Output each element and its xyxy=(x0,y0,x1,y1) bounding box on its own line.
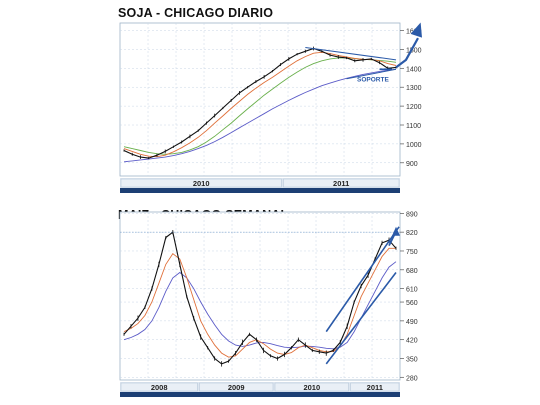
time-axis-label: 2008 xyxy=(151,383,168,392)
y-tick-label: 1400 xyxy=(406,66,422,73)
y-tick-label: 1100 xyxy=(406,123,421,130)
up-arrow-head-icon xyxy=(410,22,423,38)
channel-upper-line xyxy=(325,226,400,333)
series-line-price xyxy=(123,231,397,365)
time-axis-segment xyxy=(350,382,400,392)
time-axis-segment xyxy=(199,382,274,392)
time-axis-segment xyxy=(283,178,400,188)
y-tick-label: 1200 xyxy=(406,104,422,111)
time-axis-bar xyxy=(120,392,400,397)
soja-chart: 900100011001200130014001500160020102011S… xyxy=(119,22,423,193)
time-axis-segment xyxy=(120,178,282,188)
y-tick-label: 350 xyxy=(406,356,418,363)
time-axis-label: 2009 xyxy=(228,383,245,392)
series-line-price xyxy=(123,47,397,159)
time-axis-segment xyxy=(120,382,198,392)
soporte-label: SOPORTE xyxy=(357,77,389,84)
soja-panel: SOJA - CHICAGO DIARIO 900 1000 1100 1200 130… xyxy=(0,0,540,200)
series-line-ma_short xyxy=(123,51,397,158)
soja-chart-title: SOJA - CHICAGO DIARIO xyxy=(118,6,274,20)
y-tick-label: 610 xyxy=(406,287,418,294)
time-axis-segment xyxy=(274,382,349,392)
y-tick-label: 890 xyxy=(406,211,418,218)
y-tick-label: 420 xyxy=(406,338,418,345)
series-line-ma_long xyxy=(123,261,397,350)
time-axis-label: 2010 xyxy=(303,383,320,392)
maiz-chart: 280 350 420 490 560 610 680 750 820 890 2008 2009 20… xyxy=(119,211,418,397)
time-axis-label: 2011 xyxy=(333,179,349,188)
y-tick-label: 1300 xyxy=(406,85,422,92)
time-axis-bar xyxy=(120,188,400,193)
channel-lower-line xyxy=(325,271,397,365)
y-tick-label: 1500 xyxy=(406,47,422,54)
series-line-ma_long xyxy=(123,68,397,163)
y-tick-label: 680 xyxy=(406,268,418,275)
time-axis-label: 2010 xyxy=(193,179,210,188)
up-arrow-icon xyxy=(395,37,419,69)
up-arrow-head-icon xyxy=(392,226,401,236)
time-axis-label: 2011 xyxy=(367,383,383,392)
resistance-line xyxy=(305,47,397,61)
y-tick-label: 490 xyxy=(406,319,418,326)
y-tick-label: 280 xyxy=(406,375,418,382)
y-tick-label: 1000 xyxy=(406,142,422,149)
support-trend-line xyxy=(346,68,397,80)
y-tick-label: 560 xyxy=(406,300,418,307)
series-line-ma_short xyxy=(123,247,396,358)
y-tick-label: 750 xyxy=(406,249,418,256)
maiz-panel: MAIZ - CHICAGO SEMANAL 28035042049056061… xyxy=(0,200,540,405)
y-tick-label: 820 xyxy=(406,230,418,237)
y-tick-label: 900 xyxy=(406,161,418,168)
